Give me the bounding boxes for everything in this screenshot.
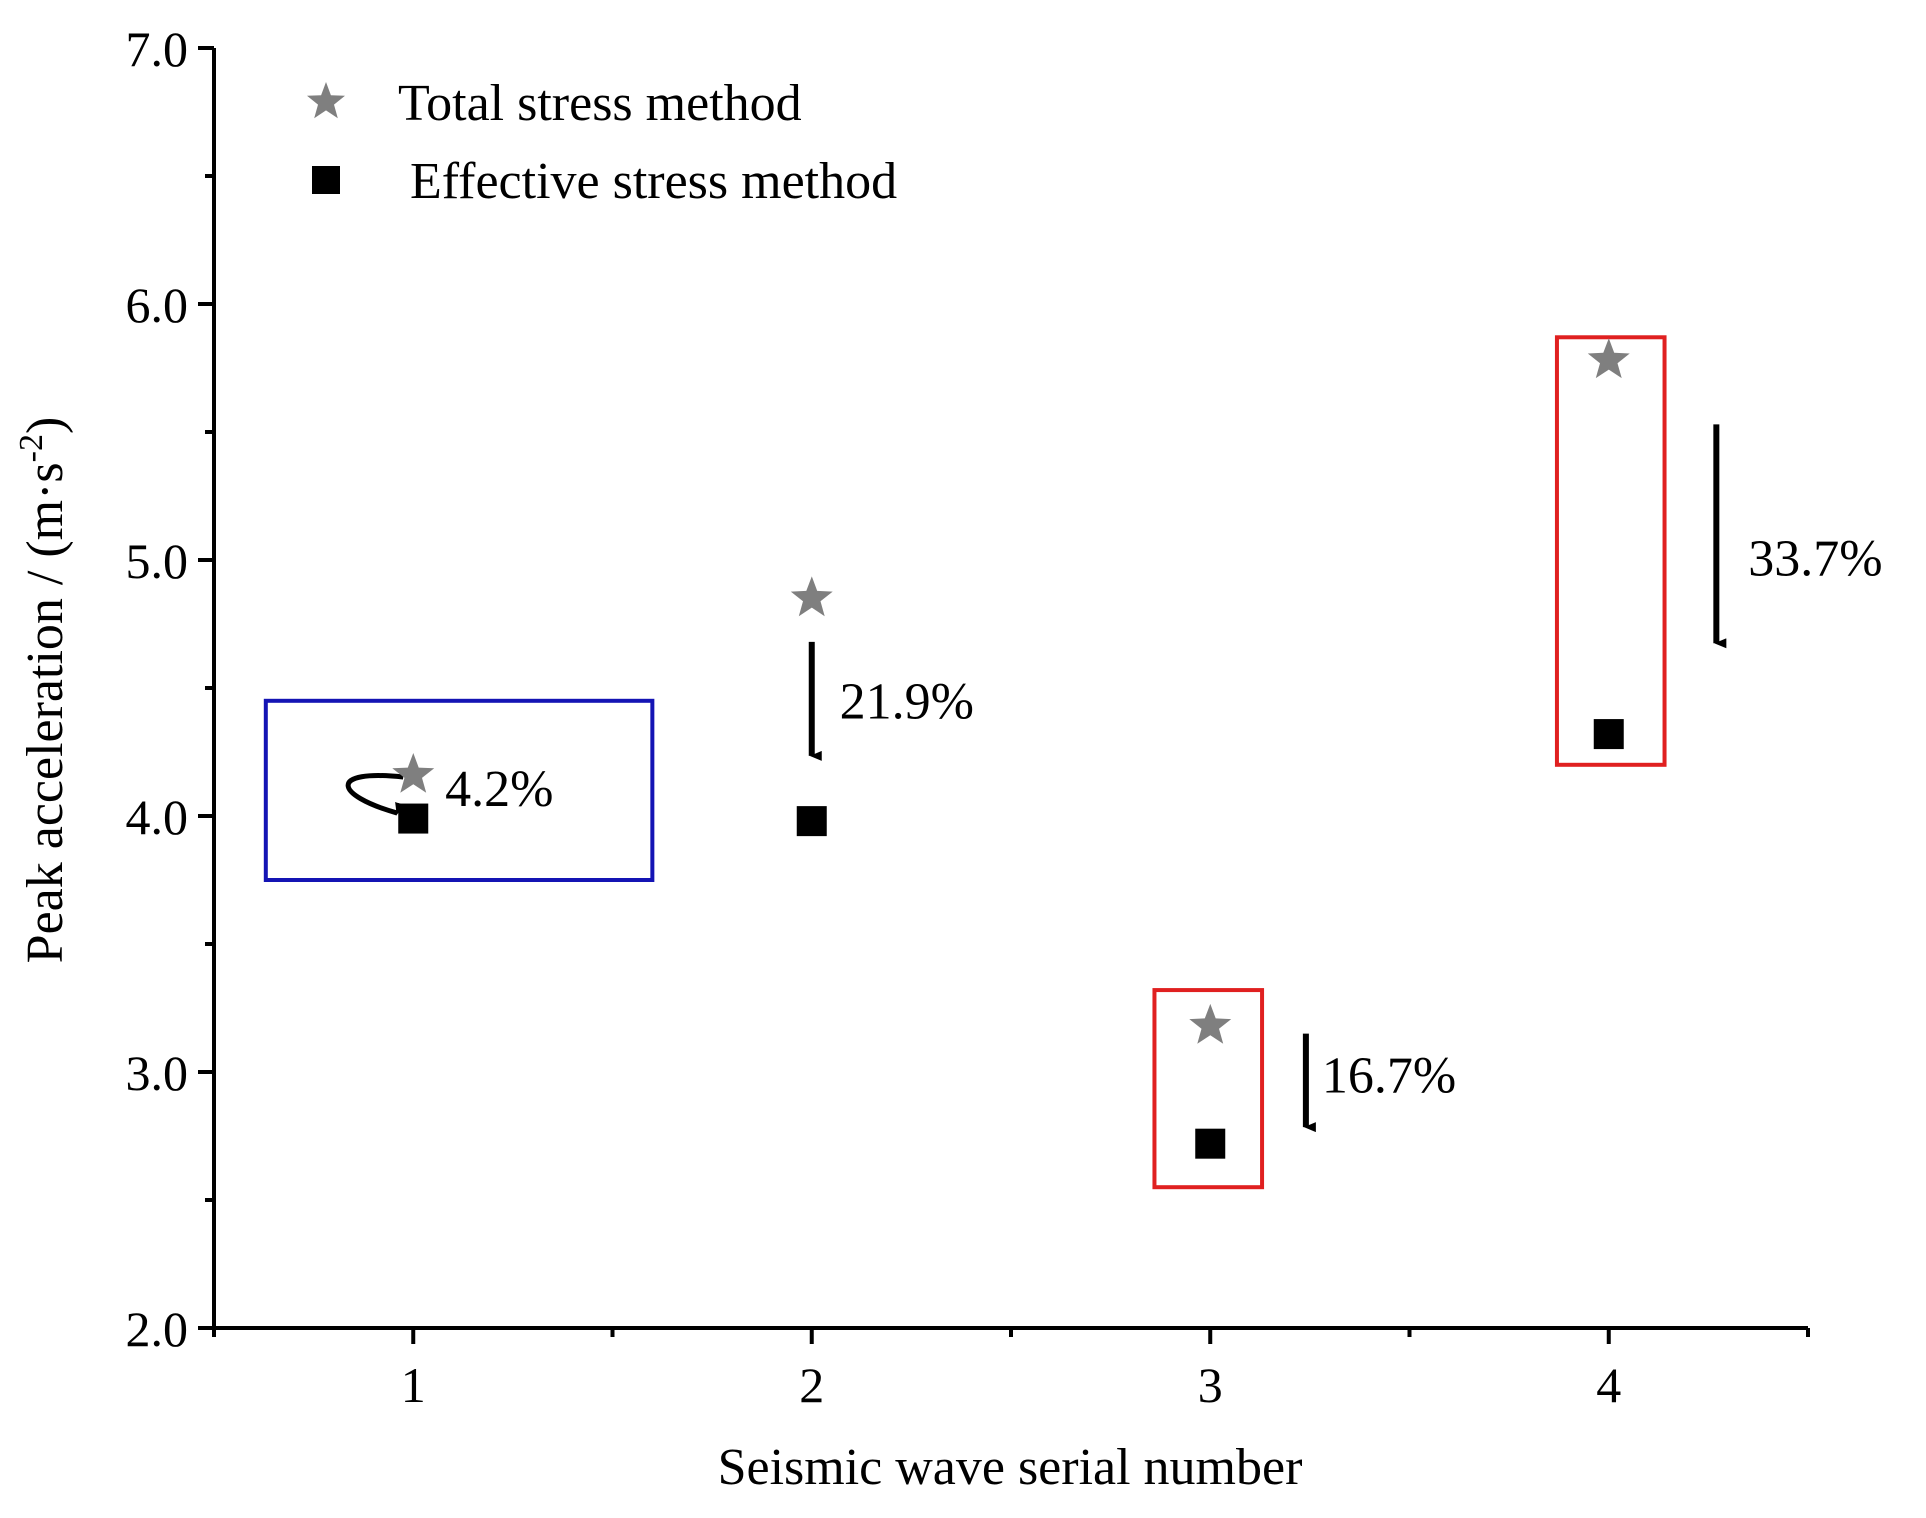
x-tick-label: 4 bbox=[1596, 1357, 1621, 1413]
axes-layer bbox=[198, 46, 1810, 1344]
effective-stress-point bbox=[1195, 1128, 1226, 1159]
y-axis-label-close: ) bbox=[17, 417, 74, 434]
y-tick-label: 6.0 bbox=[126, 277, 189, 333]
data-points bbox=[392, 338, 1630, 1159]
x-tick-label: 2 bbox=[799, 1357, 824, 1413]
x-tick-label: 1 bbox=[401, 1357, 426, 1413]
legend-label-total: Total stress method bbox=[398, 75, 802, 132]
highlight-box-3 bbox=[1152, 988, 1265, 1190]
total-stress-point bbox=[1189, 1003, 1232, 1044]
effective-stress-point bbox=[1593, 719, 1624, 750]
effective-stress-point bbox=[796, 806, 827, 837]
annotation-label-3: 16.7% bbox=[1322, 1047, 1456, 1104]
y-axis-label-main: Peak acceleration / (m·s bbox=[17, 462, 74, 963]
y-tick-label: 2.0 bbox=[126, 1301, 189, 1357]
y-axis-label: Peak acceleration / (m·s-2) bbox=[13, 417, 74, 964]
y-tick-label: 5.0 bbox=[126, 533, 189, 589]
y-axis-label-exponent: -2 bbox=[13, 434, 50, 462]
highlight-box-4 bbox=[1554, 335, 1667, 767]
text-layer: 2.0 3.0 4.0 5.0 6.0 7.0 1 2 3 4 4.2% 21.9% 16.7% 33.7… bbox=[126, 21, 1883, 1413]
y-tick-label: 3.0 bbox=[126, 1045, 189, 1101]
y-tick-label: 4.0 bbox=[126, 789, 189, 845]
annotation-label-1: 4.2% bbox=[445, 761, 553, 818]
highlight-boxes bbox=[263, 335, 1667, 1190]
total-stress-point bbox=[790, 576, 833, 617]
legend-star-icon bbox=[307, 82, 345, 119]
annotation-label-2: 21.9% bbox=[840, 674, 974, 731]
x-axis-label: Seismic wave serial number bbox=[718, 1439, 1303, 1496]
legend-square-icon bbox=[312, 166, 340, 194]
curved-arrow-1 bbox=[345, 773, 405, 816]
y-tick-label: 7.0 bbox=[126, 21, 189, 77]
legend-label-effective: Effective stress method bbox=[410, 153, 897, 210]
total-stress-point bbox=[1587, 338, 1630, 379]
annotation-arrows bbox=[345, 424, 1727, 1133]
x-tick-label: 3 bbox=[1198, 1357, 1223, 1413]
highlight-box-1 bbox=[263, 698, 655, 882]
effective-stress-point bbox=[398, 803, 429, 834]
total-stress-point bbox=[392, 753, 435, 793]
annotation-label-4: 33.7% bbox=[1748, 530, 1882, 587]
